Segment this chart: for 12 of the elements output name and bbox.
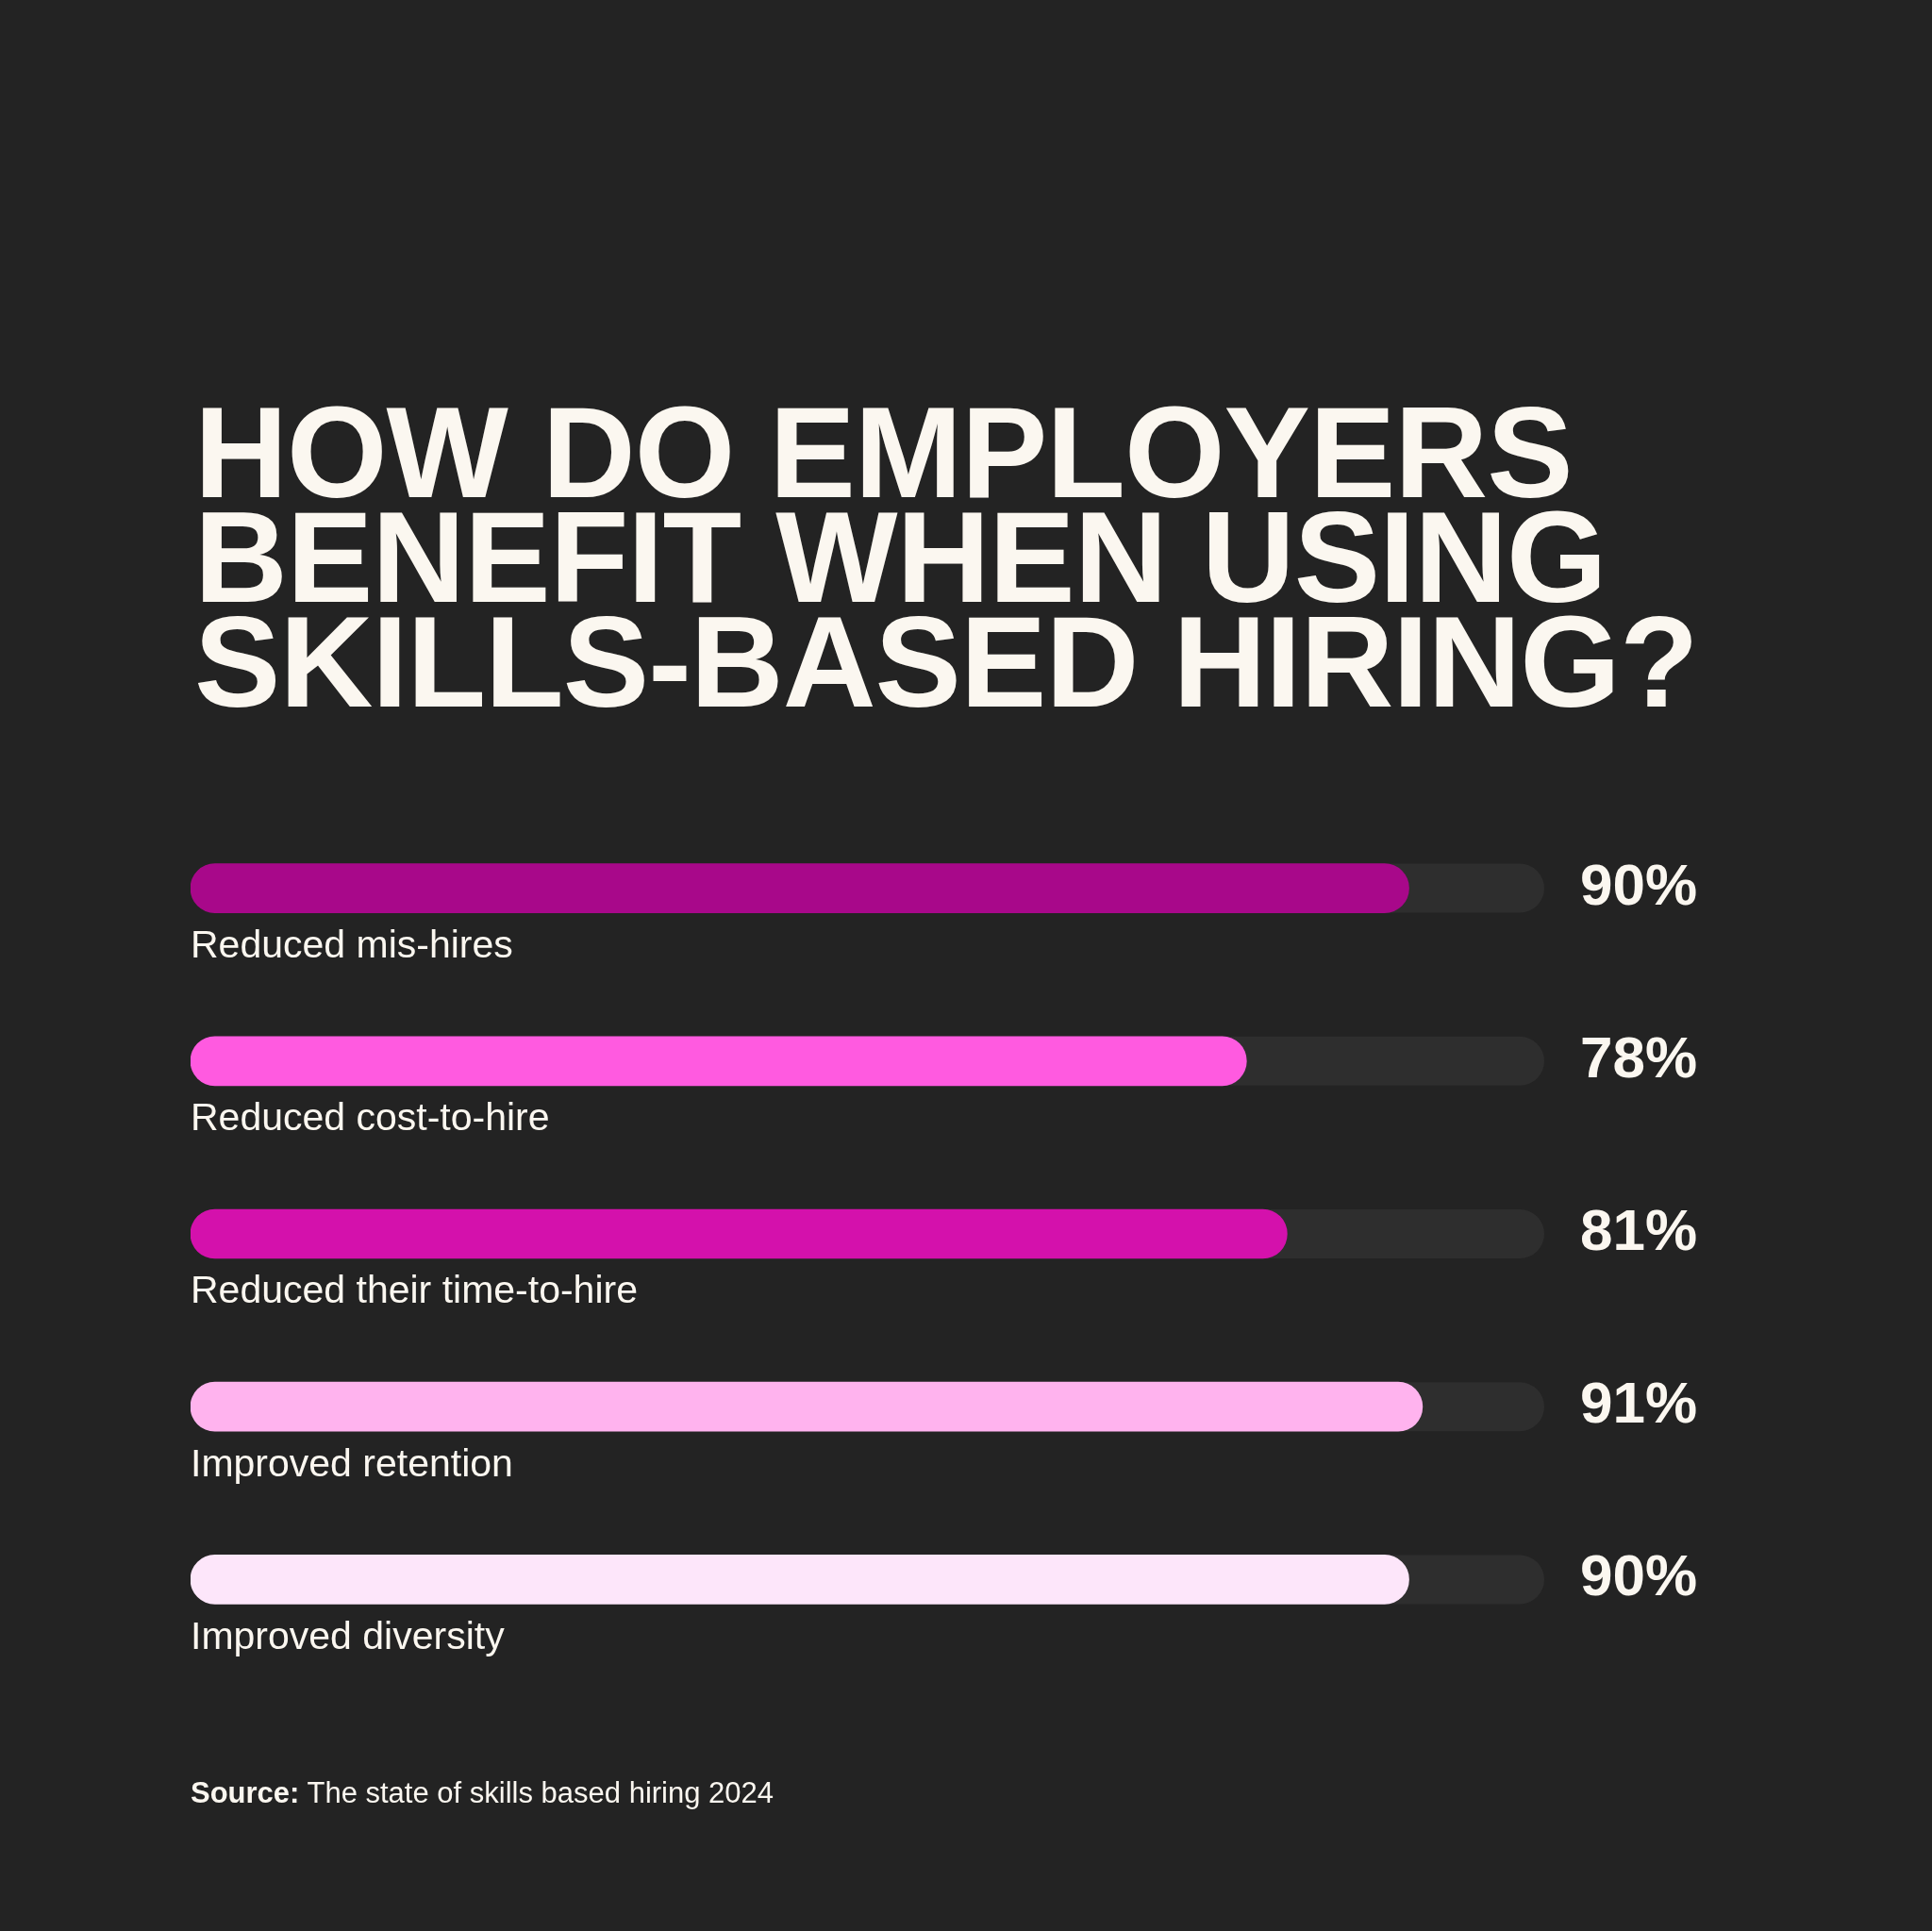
data-label: 91%	[1580, 1370, 1698, 1436]
y-tick-label: Reduced cost-to-hire	[191, 1095, 550, 1140]
source-note: Source: The state of skills based hiring 2024	[191, 1776, 774, 1809]
y-tick-label: Improved retention	[191, 1440, 513, 1485]
chart-title: HOW DO EMPLOYERS BENEFIT WHEN USING SKILLS-BASED HIRING?	[194, 380, 1699, 734]
y-tick-label: Reduced their time-to-hire	[191, 1268, 638, 1312]
data-label: 90%	[1580, 1542, 1698, 1608]
y-tick-label: Improved diversity	[191, 1613, 506, 1657]
data-label: 90%	[1580, 851, 1698, 917]
y-tick-label: Reduced mis-hires	[191, 922, 513, 966]
data-label: 81%	[1580, 1197, 1698, 1263]
data-label: 78%	[1580, 1024, 1698, 1090]
